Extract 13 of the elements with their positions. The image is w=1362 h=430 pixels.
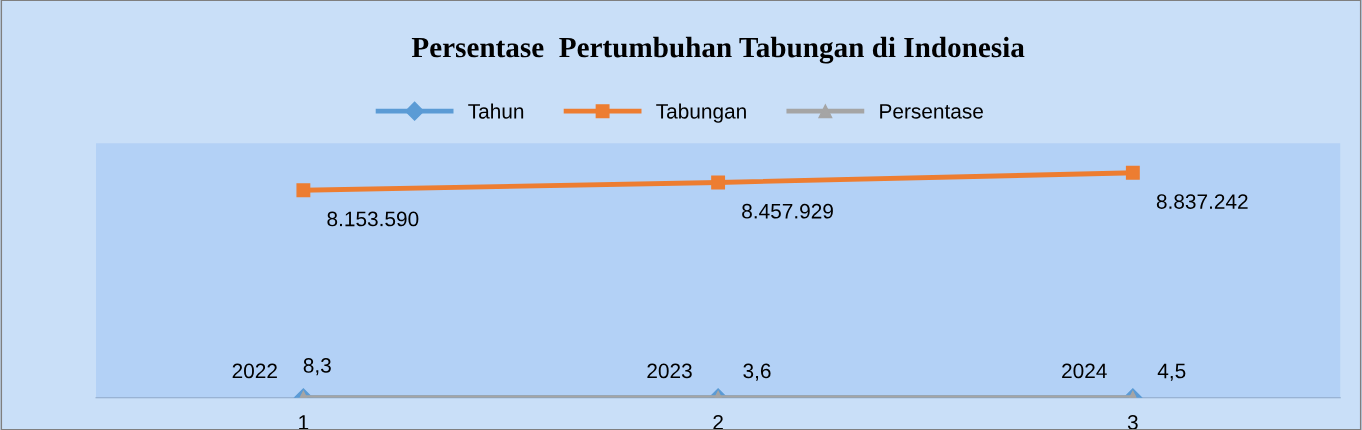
legend-label: Persentase: [880, 104, 983, 119]
data-label: 2023: [647, 363, 692, 379]
data-label: 8.837.242: [1156, 194, 1248, 209]
legend-label: Tahun: [468, 103, 524, 119]
chart-title: Persentase Pertumbuhan Tabungan di Indonesia: [411, 36, 1025, 64]
data-label: 8,3: [303, 358, 331, 376]
data-label: 2024: [1062, 363, 1107, 379]
data-label: 4,5: [1157, 363, 1186, 381]
data-label: 2022: [232, 363, 277, 379]
data-label: 3,6: [743, 363, 771, 381]
legend-label: Tabungan: [656, 103, 746, 123]
data-label: 8.153.590: [327, 211, 419, 227]
data-label: 8.457.929: [742, 203, 833, 219]
